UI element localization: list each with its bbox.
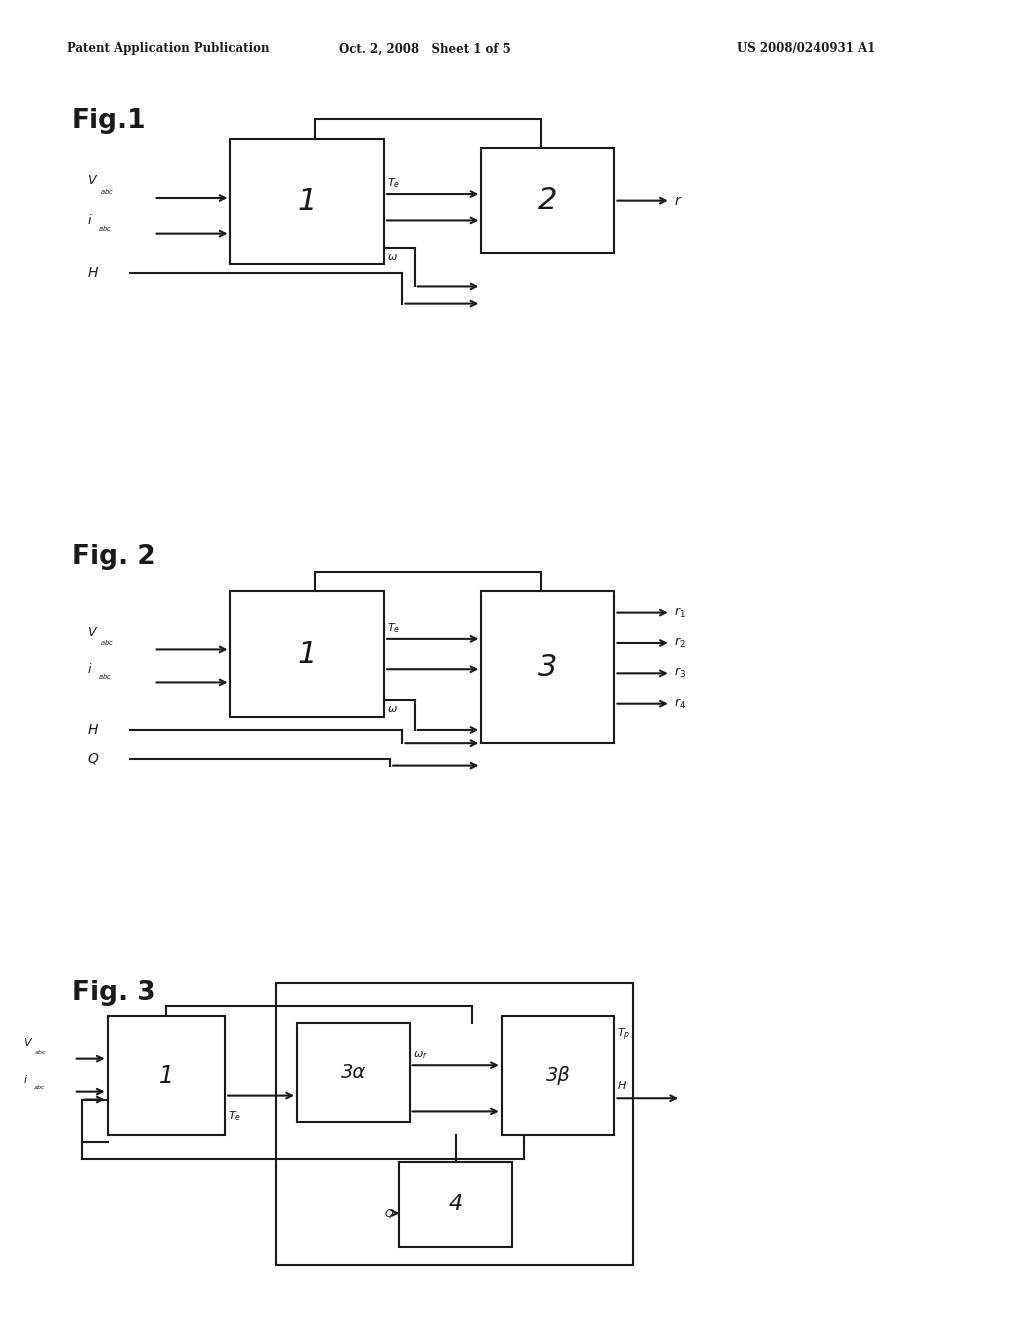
Text: $V$: $V$ (87, 626, 98, 639)
Text: Fig.1: Fig.1 (72, 108, 146, 135)
Text: $r_1$: $r_1$ (674, 606, 686, 619)
Text: $H$: $H$ (87, 267, 99, 280)
Text: $\omega$: $\omega$ (387, 252, 398, 263)
Text: $i$: $i$ (87, 661, 92, 676)
Text: Fig. 3: Fig. 3 (72, 979, 156, 1006)
FancyBboxPatch shape (481, 591, 614, 743)
Text: $_{abc}$: $_{abc}$ (34, 1048, 47, 1057)
Text: $T_p$: $T_p$ (617, 1027, 631, 1043)
Text: $Q$: $Q$ (384, 1206, 394, 1220)
Text: 4: 4 (449, 1195, 463, 1214)
Text: $V$: $V$ (23, 1036, 33, 1048)
Text: $_{abc}$: $_{abc}$ (100, 186, 115, 197)
Text: 1: 1 (159, 1064, 174, 1088)
Text: $i$: $i$ (87, 213, 92, 227)
Text: 1: 1 (298, 640, 316, 668)
Text: $i$: $i$ (23, 1073, 28, 1085)
Text: $T_{e}$: $T_{e}$ (387, 177, 400, 190)
Text: $r_3$: $r_3$ (674, 667, 686, 680)
Text: 2: 2 (539, 186, 557, 215)
FancyBboxPatch shape (481, 148, 614, 253)
FancyBboxPatch shape (108, 1016, 225, 1135)
Text: $_{abc}$: $_{abc}$ (98, 223, 113, 234)
FancyBboxPatch shape (230, 139, 384, 264)
Text: US 2008/0240931 A1: US 2008/0240931 A1 (737, 42, 876, 55)
Text: 3α: 3α (341, 1063, 366, 1082)
Text: 3: 3 (539, 653, 557, 681)
Text: $H$: $H$ (87, 723, 99, 737)
Text: Fig. 2: Fig. 2 (72, 544, 156, 570)
Text: 1: 1 (298, 187, 316, 215)
Text: $Q$: $Q$ (87, 751, 99, 767)
Text: Patent Application Publication: Patent Application Publication (67, 42, 269, 55)
Text: $r$: $r$ (674, 194, 682, 207)
Text: $\omega_r$: $\omega_r$ (413, 1049, 428, 1061)
Text: $T_e$: $T_e$ (228, 1109, 242, 1122)
Text: $r_2$: $r_2$ (674, 636, 685, 649)
FancyBboxPatch shape (297, 1023, 410, 1122)
Text: 3β: 3β (546, 1067, 570, 1085)
Text: $_{abc}$: $_{abc}$ (100, 638, 115, 648)
Text: $H$: $H$ (617, 1080, 628, 1092)
Text: Oct. 2, 2008   Sheet 1 of 5: Oct. 2, 2008 Sheet 1 of 5 (339, 42, 511, 55)
FancyBboxPatch shape (399, 1162, 512, 1247)
Text: $_{abc}$: $_{abc}$ (33, 1082, 46, 1092)
Text: $\omega$: $\omega$ (387, 704, 398, 714)
Text: $_{abc}$: $_{abc}$ (98, 672, 113, 682)
Text: $r_4$: $r_4$ (674, 697, 686, 710)
Text: $V$: $V$ (87, 174, 98, 187)
Text: $T_{e}$: $T_{e}$ (387, 622, 400, 635)
FancyBboxPatch shape (502, 1016, 614, 1135)
FancyBboxPatch shape (230, 591, 384, 717)
